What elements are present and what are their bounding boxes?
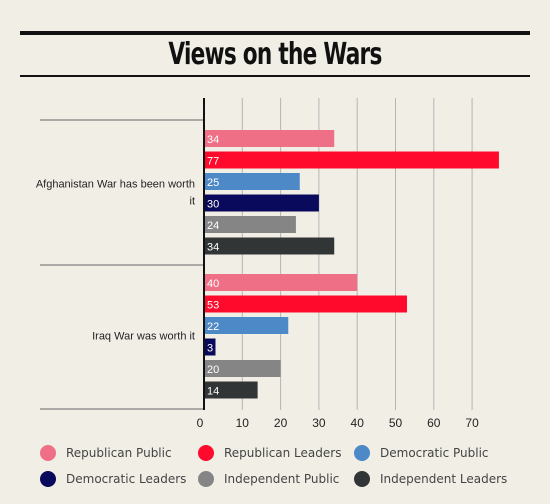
category-label: Iraq War was worth it <box>92 331 195 343</box>
bar <box>204 295 407 313</box>
chart-title: Views on the Wars <box>168 37 382 72</box>
legend-item: Republican Public <box>40 443 172 463</box>
bar <box>204 194 319 212</box>
legend-label: Independent Leaders <box>380 472 508 486</box>
legend-item: Republican Leaders <box>198 443 341 463</box>
bar-value-label: 25 <box>207 177 219 189</box>
bar-value-label: 53 <box>207 300 219 312</box>
legend-label: Independent Public <box>224 472 340 486</box>
x-tick-label: 40 <box>351 416 365 430</box>
x-tick-label: 60 <box>427 416 441 430</box>
bar <box>204 130 335 147</box>
bar <box>204 360 281 377</box>
bar-value-label: 34 <box>207 242 219 254</box>
bar-value-label: 40 <box>207 278 219 290</box>
x-tick-label: 30 <box>312 416 326 430</box>
category-label: Afghanistan War has been worth <box>36 179 195 191</box>
bar <box>204 381 258 399</box>
x-tick-label: 20 <box>274 416 288 430</box>
bar <box>204 317 289 334</box>
legend-item: Independent Leaders <box>354 469 507 489</box>
x-tick-label: 70 <box>465 416 479 430</box>
bar-value-label: 20 <box>207 364 219 376</box>
legend-item: Independent Public <box>198 469 339 489</box>
legend-swatch <box>40 471 56 487</box>
x-tick-label: 10 <box>236 416 250 430</box>
bar-value-label: 14 <box>207 386 219 398</box>
bar-value-label: 77 <box>207 156 219 168</box>
legend-swatch <box>198 445 214 461</box>
legend-item: Democratic Leaders <box>40 469 186 489</box>
bar <box>204 274 358 291</box>
bar <box>204 338 216 356</box>
bar-value-label: 22 <box>207 321 219 333</box>
legend-swatch <box>198 471 214 487</box>
legend-label: Republican Public <box>66 446 172 460</box>
title-block: Views on the Wars <box>20 31 530 77</box>
legend-swatch <box>40 445 56 461</box>
legend-label: Democratic Leaders <box>66 472 187 486</box>
legend-label: Democratic Public <box>380 446 489 460</box>
bar-value-label: 24 <box>207 220 219 232</box>
legend-swatch <box>354 471 370 487</box>
category-label: it <box>190 196 196 208</box>
legend-item: Democratic Public <box>354 443 489 463</box>
bar <box>204 173 300 190</box>
x-tick-label: 50 <box>389 416 403 430</box>
bar <box>204 216 296 233</box>
legend-swatch <box>354 445 370 461</box>
bar-value-label: 3 <box>207 343 213 355</box>
bar <box>204 237 335 255</box>
legend-label: Republican Leaders <box>224 446 342 460</box>
bar-value-label: 34 <box>207 134 219 146</box>
x-tick-label: 0 <box>197 416 204 430</box>
bar-value-label: 30 <box>207 199 219 211</box>
bar <box>204 151 499 169</box>
